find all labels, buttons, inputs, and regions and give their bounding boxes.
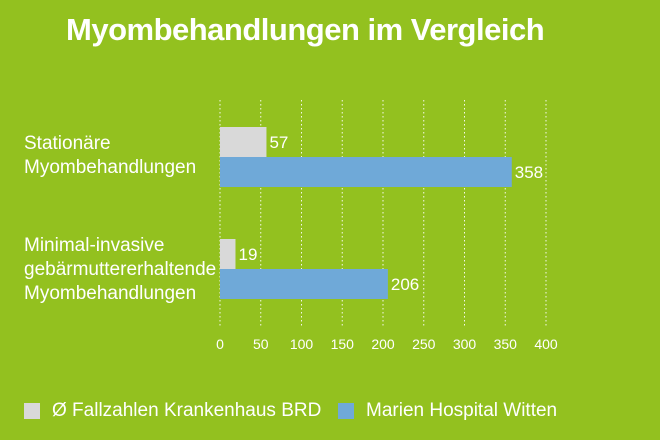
category-label-line: Myombehandlungen (24, 157, 197, 178)
x-tick-label: 150 (331, 336, 355, 352)
category-label-line: gebärmuttererhaltende (24, 259, 217, 280)
legend-label-witten: Marien Hospital Witten (366, 400, 558, 421)
bar (220, 269, 388, 299)
bar (220, 157, 512, 187)
x-tick-label: 400 (534, 336, 558, 352)
legend-swatch-witten-icon (338, 403, 354, 419)
category-label-line: Myombehandlungen (24, 283, 197, 304)
bar-value-label: 358 (515, 163, 543, 182)
chart-title: Myombehandlungen im Vergleich (66, 12, 545, 47)
category-label-line: Stationäre (24, 133, 111, 154)
bar-value-label: 19 (238, 245, 257, 264)
x-tick-label: 250 (412, 336, 436, 352)
x-tick-label: 200 (371, 336, 395, 352)
category-label-stationaer: Stationäre Myombehandlungen (24, 132, 196, 180)
x-tick-label: 0 (216, 336, 224, 352)
legend-item-witten: Marien Hospital Witten (338, 400, 557, 422)
category-label-minimal-invasiv: Minimal-invasive gebärmuttererhaltende M… (24, 234, 216, 306)
bar-value-label: 57 (269, 133, 288, 152)
x-tick-label: 300 (453, 336, 477, 352)
bar (220, 127, 267, 157)
category-label-line: Minimal-invasive (24, 235, 165, 256)
x-tick-label: 350 (494, 336, 518, 352)
bar (220, 239, 236, 269)
legend-item-brd: Ø Fallzahlen Krankenhaus BRD (24, 400, 321, 422)
legend-label-brd: Ø Fallzahlen Krankenhaus BRD (52, 400, 322, 421)
legend-swatch-brd-icon (24, 403, 40, 419)
x-tick-label: 50 (253, 336, 269, 352)
x-tick-label: 100 (290, 336, 314, 352)
bar-value-label: 206 (391, 275, 419, 294)
